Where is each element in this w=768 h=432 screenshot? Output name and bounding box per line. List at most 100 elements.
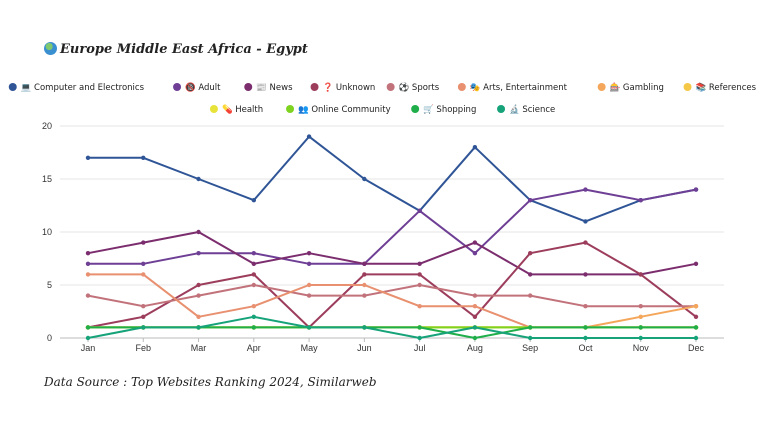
data-point [196,293,201,298]
legend-item[interactable]: 📚 References [683,82,757,93]
series-line-3 [87,241,697,329]
data-point [527,325,533,330]
legend-item[interactable]: ⚽ Sports [386,82,440,93]
data-point [472,325,478,330]
data-point [417,261,422,266]
data-point [638,335,643,341]
legend-marker [386,83,395,91]
legend-item[interactable]: 🎰 Gambling [597,82,664,93]
data-point [85,325,91,330]
legend-item[interactable]: 👥 Online Community [286,105,391,115]
data-point [527,272,533,277]
data-point [306,134,312,139]
x-tick-label: Jul [414,343,426,353]
data-point [306,261,312,266]
data-point [693,335,699,341]
legend: 💻 Computer and Electronics 🔞 Adult 📰 News ❓… [8,82,757,115]
data-point [251,251,257,256]
legend-label: 📚 References [696,82,757,93]
data-point [251,198,257,203]
data-point [638,314,643,319]
data-point [196,229,201,235]
data-point [196,314,201,319]
data-point [306,293,312,298]
x-tick-label: Feb [136,343,152,353]
data-point [583,304,588,309]
data-point [85,155,91,160]
legend-marker [286,105,295,113]
data-point [362,293,367,298]
series-line-4 [87,284,696,308]
data-point [362,325,367,330]
legend-label: 🔬 Science [509,104,555,115]
legend-label: 👥 Online Community [298,105,391,115]
legend-label: 🎰 Gambling [610,82,664,93]
legend-item[interactable]: 🔞 Adult [173,82,221,93]
legend-item[interactable]: ❓ Unknown [310,82,376,93]
y-tick-label: 5 [47,280,52,290]
data-point [196,282,201,288]
series-line-5 [88,273,696,329]
data-point [251,272,257,277]
data-point [85,335,91,341]
data-point [693,304,699,309]
data-point [693,314,699,319]
x-tick-label: Oct [578,343,593,353]
x-tick-label: Mar [191,343,207,353]
x-tick-label: Jun [357,343,372,353]
data-point [362,272,367,277]
data-point [472,251,478,256]
series-line-11 [87,315,696,339]
data-point [583,187,588,192]
legend-label: 🔞 Adult [185,82,221,93]
legend-marker [173,83,182,91]
data-point [141,325,146,330]
data-point [417,208,422,213]
data-point [306,325,312,330]
legend-item[interactable]: 💻 Computer and Electronics [8,83,145,93]
data-point [693,325,699,330]
data-point [472,240,478,245]
data-point [251,304,257,309]
data-point [141,304,146,309]
legend-marker [683,83,692,91]
data-point [693,261,699,266]
x-tick-label: Dec [688,343,705,353]
data-point [417,282,422,288]
y-tick-label: 10 [42,227,52,237]
legend-item[interactable]: 💊 Health [209,104,263,115]
legend-label: 💻 Computer and Electronics [21,83,145,93]
data-point [196,251,201,256]
legend-marker [244,83,253,91]
x-tick-label: Jan [81,343,96,353]
data-point [196,325,201,330]
data-point [472,304,478,309]
legend-item[interactable]: 🔬 Science [497,104,555,115]
data-point [306,251,312,256]
x-tick-label: Sep [522,343,538,353]
legend-marker [497,105,506,113]
data-point [583,325,588,330]
legend-marker [597,83,606,91]
data-point [472,293,478,298]
data-point [583,240,588,245]
x-axis: Jan Feb Mar Apr May Jun Jul Aug Sep Oct Nov Dec [81,338,705,353]
data-point [583,219,588,224]
data-point [141,261,146,266]
legend-item[interactable]: 🎭 Arts, Entertainment [457,83,568,93]
legend-item[interactable]: 🛒 Shopping [411,104,476,115]
data-point [472,145,478,150]
data-point [85,261,91,266]
data-point [472,335,478,341]
data-point [638,272,643,277]
data-point [362,176,367,182]
series-line-0 [88,135,697,223]
legend-item[interactable]: 📰 News [244,83,293,93]
legend-label: 📰 News [256,83,293,93]
data-point [251,314,257,319]
data-point [141,314,146,319]
data-point [85,293,91,298]
data-point [527,251,533,256]
legend-marker [411,105,420,113]
